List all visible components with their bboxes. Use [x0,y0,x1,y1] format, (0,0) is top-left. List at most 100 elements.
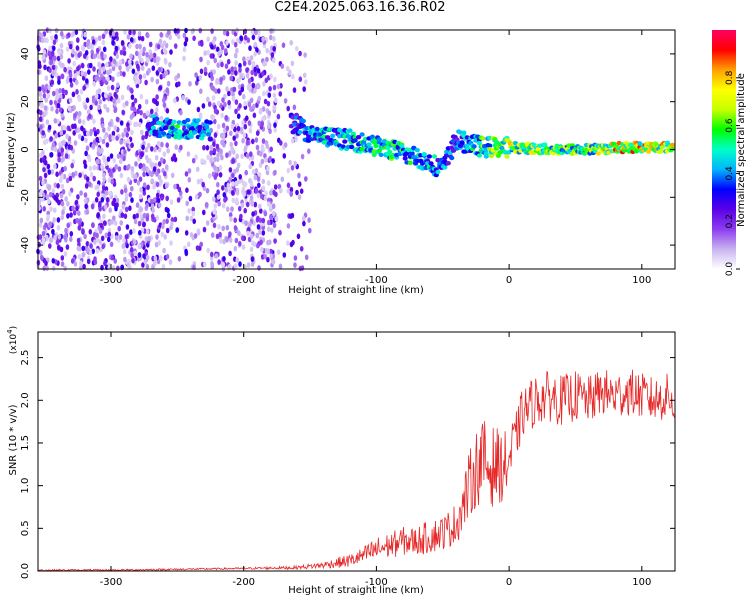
spectrogram-cell [199,68,204,75]
spectrogram-cell [152,183,156,190]
spectrogram-cell [225,152,229,158]
spectrogram-cell [85,78,89,84]
spectrogram-cell [145,254,150,261]
spectrogram-cell [144,146,149,153]
spectrogram-cell [156,258,161,265]
spectrogram-cell [297,194,302,200]
spectrogram-cell [202,144,206,151]
spectrogram-cell [43,172,48,179]
spectrogram-ridge-cell [325,135,331,140]
spectrogram-cell [253,174,258,181]
spectrogram-cell [251,60,256,67]
spectrogram-cell [42,49,47,55]
spectrogram-cell [60,200,65,207]
spectrogram-cell [155,60,160,67]
spectrogram-cell [196,106,201,113]
spectrogram-cell [137,54,142,60]
spectrogram-cell [105,61,109,68]
spectrogram-cell [52,217,56,223]
spectrogram-cell [234,99,239,105]
spectrogram-cell [101,39,106,46]
spectrogram-cell [129,37,134,43]
spectrogram-cell [101,138,106,145]
spectrogram-cell [91,39,96,45]
spectrogram-cell [145,110,150,116]
spectrogram-cell [261,106,266,112]
spectrogram-cell [112,157,116,164]
spectrogram-cell [139,109,143,116]
spectrogram-cell [51,70,56,77]
spectrogram-cell [241,137,245,144]
spectrogram-ridge-cell [476,141,482,146]
spectrogram-cell [273,76,277,83]
spectrogram-cell [144,99,149,105]
spectrogram-cell [228,250,232,257]
spectrogram-cell [121,132,125,138]
spectrogram-cell [138,43,142,50]
spectrogram-cell [272,57,276,64]
spectrogram-cell [214,253,219,259]
spectrogram-cell [206,154,210,161]
spectrogram-cell [162,247,166,254]
spectrogram-cell [73,261,78,267]
spectrogram-cell [74,199,79,206]
spectrogram-cell [253,51,257,57]
spectrogram-cell [157,67,162,73]
spectrogram-cell [225,86,229,92]
spectrogram-cell [77,52,81,58]
spectrogram-cell [132,213,137,220]
spectrogram-cell [71,48,75,55]
spectrogram-cell [149,53,154,59]
spectrogram-cell [140,57,144,64]
spectrogram-cell [128,29,132,36]
spectrogram-cell [293,262,297,268]
spectrogram-cell [266,165,270,172]
spectrogram-cell [272,46,277,52]
spectrogram-cell [115,53,120,60]
spectrogram-cell [57,49,62,56]
spectrogram-cell [135,213,139,219]
spectrogram-ridge-cell [154,116,160,122]
spectrogram-cell [191,210,196,217]
spectrogram-ridge-cell [595,151,602,156]
spectrogram-cell [260,158,265,165]
spectrogram-cell [65,177,70,184]
spectrogram-cell [70,162,74,169]
spectrogram-cell [77,96,82,102]
spectrogram-cell [247,120,252,126]
spectrogram-cell [202,226,207,233]
spectrogram-cell [47,124,52,131]
spectrogram-cell [278,91,283,97]
spectrogram-cell [89,130,93,137]
spectrogram-cell [72,130,76,136]
spectrogram-cell [45,234,49,241]
spectrogram-cell [210,44,214,50]
spectrogram-cell [259,208,263,214]
spectrogram-cell [155,171,159,177]
snr-panel: -300 -200 -100 0 100 0.0 0.5 1.0 1.5 2.0 2.5 Heig… [6,326,676,596]
spectrogram-cell [274,97,278,104]
spectrogram-ridge-cell [205,128,212,134]
spectrogram-cell [142,182,147,188]
spectrogram-cell [217,224,221,230]
spectrogram-cell [49,237,54,243]
spectrogram-cell [98,239,103,245]
spectrogram-cell [41,230,46,237]
spectrogram-cell [119,49,124,56]
spectrogram-cell [206,96,210,103]
spectrogram-cell [118,59,123,66]
spectrogram-cell [90,203,95,210]
spectrogram-cell [77,219,82,225]
spectrogram-cell [233,263,238,269]
spectrogram-cell [88,165,93,172]
spectrogram-cell [45,119,50,125]
spectrogram-cell [141,262,145,268]
spectrogram-cell [166,80,171,87]
spectrogram-ridge-cell [207,136,213,141]
page-title: C2E4.2025.063.16.36.R02 [274,0,446,15]
spectrogram-cell [273,238,277,244]
spectrogram-cell [42,93,47,99]
spectrogram-cell [255,144,260,151]
spectrogram-cell [69,231,74,237]
spectrogram-cell [286,223,291,229]
